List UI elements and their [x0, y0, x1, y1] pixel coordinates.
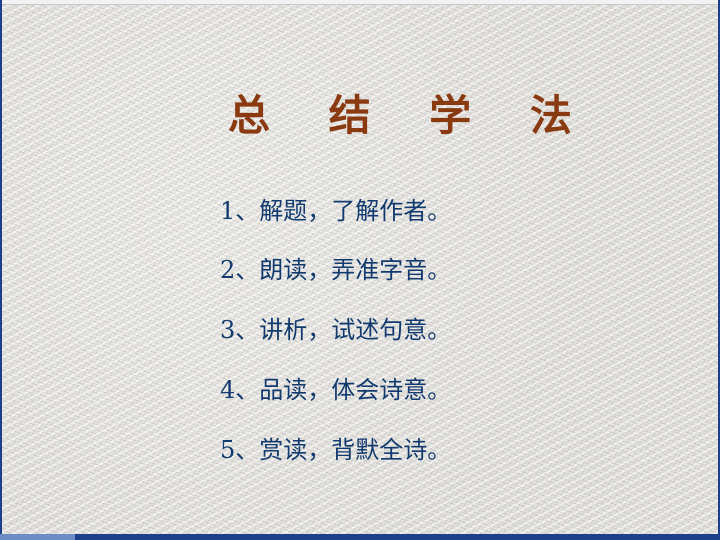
list-item: 3、讲析，试述句意。 — [220, 316, 452, 344]
list-item: 1、解题，了解作者。 — [220, 197, 452, 225]
right-frame-edge — [718, 0, 720, 540]
bottom-bar — [0, 534, 720, 540]
list-item: 5、赏读，背默全诗。 — [220, 436, 452, 464]
top-edge — [0, 0, 720, 5]
bottom-bar-highlight — [0, 534, 75, 540]
left-frame-edge — [0, 0, 2, 540]
list-item: 2、朗读，弄准字音。 — [220, 256, 452, 284]
slide-title: 总 结 学 法 — [228, 91, 594, 140]
list-item: 4、品读，体会诗意。 — [220, 376, 452, 404]
